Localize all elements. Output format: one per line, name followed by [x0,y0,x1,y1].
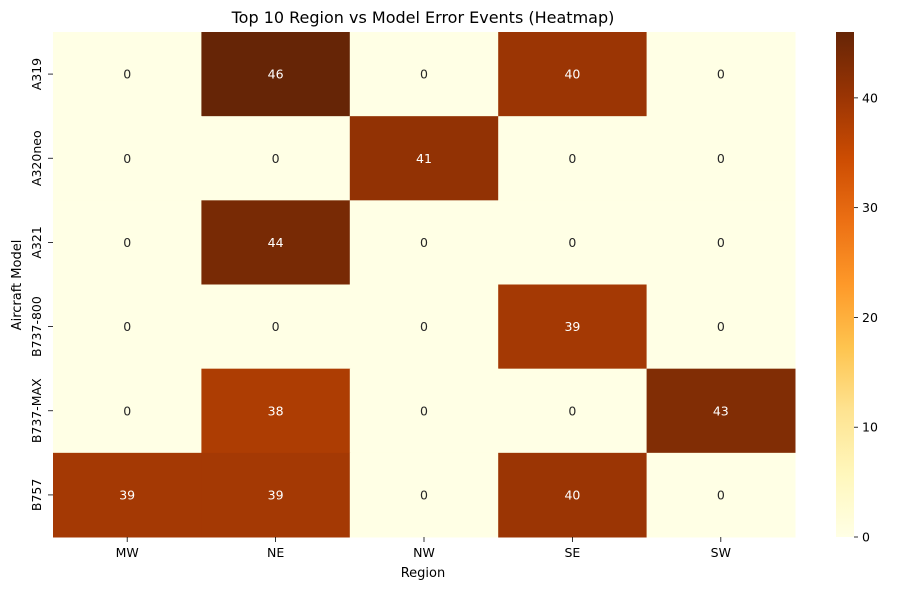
cell-value-label: 0 [123,235,131,250]
heatmap-cell [349,32,499,117]
chart-title: Top 10 Region vs Model Error Events (Hea… [231,8,615,27]
y-tick-label: B737-800 [29,296,44,357]
cell-value-label: 46 [268,67,284,82]
x-tick-label: NE [267,545,284,560]
cell-value-label: 0 [420,319,428,334]
cell-value-label: 39 [268,487,284,502]
x-tick-label: MW [116,545,139,560]
colorbar-tick-label: 0 [862,530,870,545]
heatmap-cell [349,452,499,538]
heatmap-cell [646,116,796,201]
cell-value-label: 0 [717,487,725,502]
heatmap-cell [53,368,202,454]
colorbar-tick-label: 30 [862,200,878,215]
y-tick-label: A320neo [29,130,44,186]
colorbar: 0 10 20 30 40 [836,32,878,545]
x-tick-label: SW [711,545,731,560]
heatmap-cell [498,452,648,538]
cell-value-label: 0 [420,235,428,250]
heatmap-cell [201,368,351,454]
heatmap-cell [201,200,351,285]
cell-value-label: 0 [272,319,280,334]
x-tick-label: NW [413,545,435,560]
y-axis-label: Aircraft Model [10,240,25,331]
x-axis: MW NE NW SE SW [116,537,731,560]
heatmap-cell [201,452,351,538]
colorbar-tick-label: 10 [862,420,878,435]
cell-value-label: 0 [568,151,576,166]
cell-value-label: 40 [564,487,580,502]
y-tick-label: B757 [29,479,44,511]
heatmap-cell [349,368,499,454]
cell-value-label: 0 [717,319,725,334]
heatmap-cell [498,116,648,201]
y-tick-label: A319 [29,58,44,90]
cell-value-label: 0 [568,235,576,250]
heatmap-cell [53,284,202,370]
heatmap-cell [498,32,648,117]
cell-value-label: 39 [564,319,580,334]
cell-value-label: 0 [717,67,725,82]
x-axis-label: Region [401,566,446,581]
heatmap-cell [646,200,796,285]
heatmap-cell [53,200,202,285]
cell-value-label: 0 [123,67,131,82]
x-tick-label: SE [564,545,580,560]
cell-value-label: 0 [123,319,131,334]
heatmap-cell [201,32,351,117]
cell-value-label: 0 [568,403,576,418]
heatmap-cell [498,200,648,285]
cell-value-label: 41 [416,151,432,166]
cell-value-label: 0 [717,235,725,250]
heatmap-cell [53,452,202,538]
cell-value-label: 38 [268,403,284,418]
cell-value-label: 0 [420,403,428,418]
heatmap-cell [53,32,202,117]
cell-value-label: 0 [123,151,131,166]
cell-value-label: 0 [717,151,725,166]
heatmap-cell [646,452,796,538]
cell-value-label: 43 [713,403,729,418]
heatmap-cell [646,368,796,454]
heatmap-cell [498,284,648,370]
heatmap-cell [201,284,351,370]
heatmap-cell [349,116,499,201]
cell-value-label: 0 [123,403,131,418]
cell-value-label: 39 [119,487,135,502]
cell-value-label: 40 [564,67,580,82]
heatmap-cell [53,116,202,201]
y-tick-label: A321 [29,226,44,258]
y-tick-label: B737-MAX [29,378,44,443]
cell-value-label: 0 [272,151,280,166]
heatmap-cell [498,368,648,454]
cell-value-label: 44 [268,235,284,250]
heatmap-cell [646,284,796,370]
heatmap-cell [646,32,796,117]
colorbar-tick-label: 20 [862,310,878,325]
heatmap-cell [201,116,351,201]
heatmap-cell [349,200,499,285]
colorbar-tick-label: 40 [862,90,878,105]
y-axis: A319 A320neo A321 B737-800 B737-MAX B757 [29,58,53,511]
cell-value-label: 0 [420,67,428,82]
heatmap-cells: 0 46 0 40 0 0 0 41 0 0 0 44 0 0 0 0 0 0 39 0 0 38 0 0 43 39 39 0 40 0 [53,32,796,538]
heatmap-cell [349,284,499,370]
cell-value-label: 0 [420,487,428,502]
colorbar-gradient [836,32,854,537]
